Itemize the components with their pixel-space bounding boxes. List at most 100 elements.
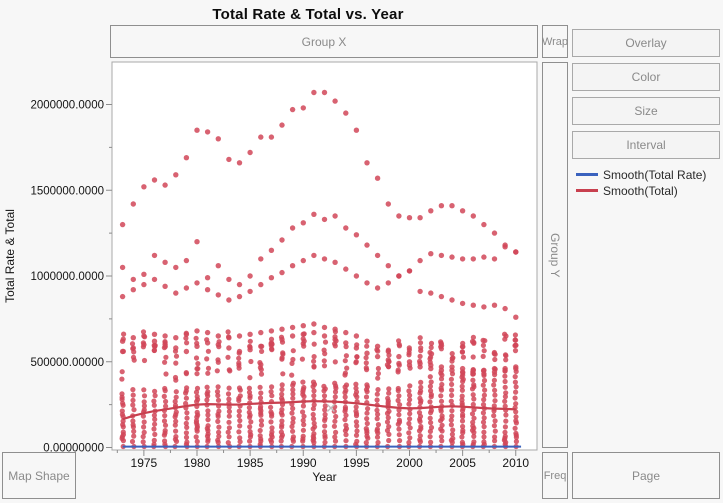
- data-point: [459, 439, 465, 445]
- data-point: [428, 208, 434, 214]
- data-point: [406, 215, 413, 221]
- data-point: [502, 373, 508, 379]
- data-point: [406, 430, 412, 436]
- data-point: [332, 359, 338, 365]
- data-point: [406, 439, 412, 446]
- y-tick-label: 0.00000000: [43, 443, 104, 455]
- data-point: [258, 329, 264, 336]
- data-point: [491, 382, 497, 388]
- data-point: [184, 439, 190, 445]
- data-point: [481, 221, 487, 228]
- dropzone-group-y[interactable]: Group Y: [542, 62, 568, 448]
- data-point: [417, 353, 423, 359]
- data-point: [290, 434, 296, 440]
- data-point: [311, 431, 317, 437]
- data-point: [439, 343, 445, 349]
- data-point: [162, 359, 168, 365]
- data-point: [119, 293, 126, 300]
- data-point: [439, 381, 445, 388]
- y-tick-label: 1500000.0000: [30, 185, 104, 197]
- legend-item-smooth-total[interactable]: Smooth(Total): [576, 183, 706, 198]
- smooth-total-line[interactable]: [122, 400, 516, 421]
- data-point: [502, 394, 508, 400]
- data-point: [173, 335, 179, 341]
- overlay-button[interactable]: Overlay: [572, 29, 720, 57]
- data-point: [364, 242, 370, 248]
- data-point: [407, 397, 413, 403]
- data-point: [418, 345, 424, 351]
- data-point: [131, 428, 137, 434]
- data-point: [354, 423, 360, 429]
- y-axis[interactable]: 0.00000000 500000.00000 1000000.0000 150000…: [3, 100, 112, 455]
- data-point: [321, 358, 327, 364]
- dropzone-page-label: Page: [631, 468, 661, 483]
- data-point: [268, 419, 274, 425]
- data-point: [396, 432, 402, 438]
- data-point: [343, 329, 349, 336]
- data-point: [353, 333, 360, 339]
- color-button[interactable]: Color: [572, 63, 720, 91]
- data-point: [460, 344, 466, 350]
- data-point: [279, 386, 285, 393]
- data-point: [396, 426, 402, 432]
- data-point: [364, 160, 370, 166]
- data-point: [300, 257, 306, 264]
- data-point: [322, 415, 328, 421]
- data-point: [385, 415, 391, 421]
- data-point: [492, 392, 498, 398]
- data-point: [162, 341, 168, 348]
- data-point: [364, 420, 370, 427]
- y-axis-title[interactable]: Total Rate & Total: [3, 209, 17, 303]
- data-point: [204, 340, 211, 346]
- size-button[interactable]: Size: [572, 97, 720, 125]
- data-point: [130, 345, 136, 351]
- data-point: [151, 437, 157, 443]
- data-point: [450, 435, 456, 442]
- data-point: [129, 438, 136, 445]
- data-point: [342, 358, 348, 364]
- dropzone-wrap-label: Wrap: [541, 35, 569, 48]
- data-point: [184, 385, 190, 391]
- data-point: [513, 401, 519, 407]
- interval-button[interactable]: Interval: [572, 131, 720, 159]
- data-point: [257, 384, 263, 390]
- data-point: [417, 437, 423, 443]
- data-point: [236, 293, 243, 300]
- data-point: [311, 341, 317, 347]
- data-point: [226, 425, 232, 431]
- data-point: [214, 368, 220, 374]
- data-point: [130, 276, 136, 283]
- data-point: [130, 387, 136, 393]
- data-point: [215, 136, 221, 142]
- data-point: [130, 335, 136, 341]
- data-point: [375, 370, 381, 377]
- legend-item-smooth-total-rate[interactable]: Smooth(Total Rate): [576, 167, 706, 182]
- data-point: [503, 390, 509, 396]
- dropzone-freq[interactable]: Freq: [542, 452, 568, 499]
- data-point: [332, 418, 338, 424]
- dropzone-wrap[interactable]: Wrap: [542, 25, 568, 58]
- data-point: [512, 395, 518, 401]
- data-point: [183, 430, 189, 436]
- data-point: [131, 407, 137, 413]
- x-tick-label: 1975: [131, 456, 158, 470]
- dropzone-page[interactable]: Page: [572, 452, 720, 499]
- data-point: [152, 416, 158, 422]
- data-point: [204, 329, 211, 336]
- data-point: [374, 434, 381, 440]
- x-axis-title[interactable]: Year: [312, 470, 336, 484]
- data-point: [269, 425, 275, 431]
- data-point: [322, 432, 328, 439]
- data-point: [343, 340, 349, 346]
- dropzone-group-x[interactable]: Group X: [110, 25, 538, 58]
- data-point: [130, 201, 136, 207]
- data-point: [225, 329, 231, 335]
- data-point: [459, 397, 465, 403]
- data-point: [193, 335, 199, 341]
- x-axis[interactable]: 1975 1980 1985 1990 1995 2000 2005 2010 Year: [116, 450, 529, 484]
- data-point: [374, 407, 380, 413]
- data-point: [300, 323, 306, 329]
- dropzone-map-shape[interactable]: Map Shape: [2, 452, 76, 499]
- data-point: [449, 297, 455, 303]
